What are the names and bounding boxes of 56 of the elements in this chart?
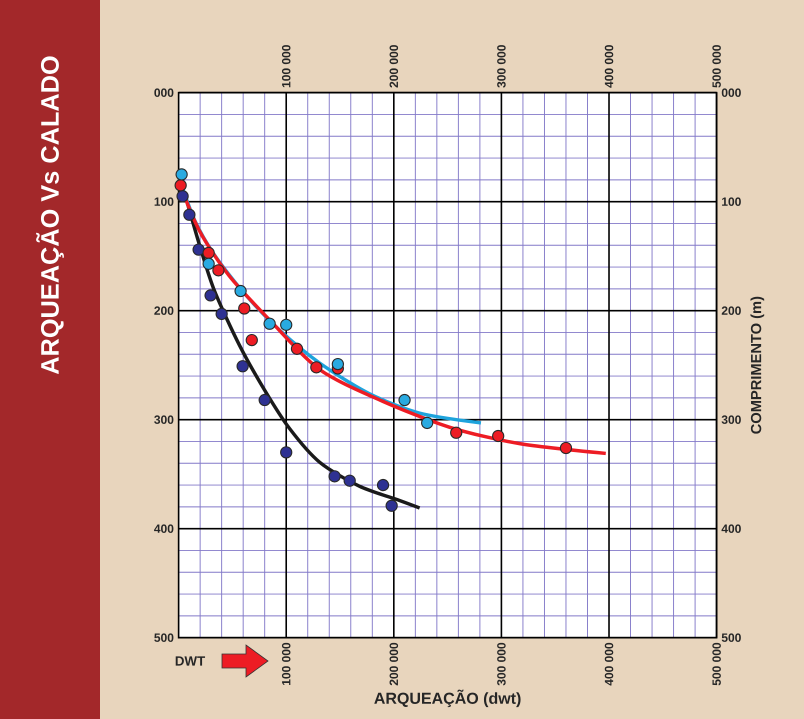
y-tick-label: 400 <box>154 524 174 533</box>
point <box>246 334 258 346</box>
point <box>280 446 292 458</box>
x2-tick-label: 200 000 <box>390 642 398 686</box>
x-tick-label: 500 000 <box>712 45 721 88</box>
point <box>238 302 250 315</box>
x2-tick-label: 500 000 <box>712 642 721 686</box>
text: ARQUEAÇÃO Vs CALADO <box>36 56 64 374</box>
point <box>204 289 217 302</box>
y2-tick-label: 100 <box>722 197 741 206</box>
point <box>332 358 344 370</box>
point <box>176 190 189 202</box>
x-tick-label: 300 000 <box>497 45 506 88</box>
point <box>421 416 434 430</box>
x2-tick-label: 300 000 <box>497 642 506 686</box>
point <box>175 168 188 181</box>
y2-tick-label: 400 <box>722 524 741 533</box>
point <box>290 342 304 355</box>
point <box>492 430 504 442</box>
x-axis-title: ARQUEAÇÃO (dwt) <box>374 690 521 708</box>
y-tick-label: 300 <box>154 415 174 424</box>
y-tick-label: 500 <box>154 633 174 642</box>
x2-tick-label: 400 000 <box>604 642 614 686</box>
point <box>174 179 187 192</box>
x2-tick-label: 100 000 <box>282 642 290 685</box>
point <box>280 318 292 331</box>
y2-axis-title: COMPRIMENTO (m) <box>750 296 764 434</box>
point <box>202 246 215 260</box>
point <box>216 308 228 320</box>
point <box>183 208 196 221</box>
y-tick-label: 100 <box>154 197 174 206</box>
x-tick-label: 200 000 <box>390 45 398 88</box>
point <box>344 474 356 487</box>
point <box>234 284 247 298</box>
y2-tick-label: 000 <box>722 88 741 97</box>
point <box>450 426 462 439</box>
point <box>192 243 205 256</box>
point <box>258 394 271 406</box>
y-tick-label: 000 <box>154 88 174 97</box>
point <box>560 442 572 454</box>
point <box>310 361 322 374</box>
text: DWT <box>176 656 206 666</box>
point <box>202 258 215 270</box>
y-tick-label: 200 <box>154 306 174 315</box>
point <box>212 264 225 276</box>
point <box>236 360 249 372</box>
point <box>386 500 398 512</box>
x-tick-label: 100 000 <box>282 45 290 88</box>
y2-tick-label: 300 <box>722 415 741 424</box>
point <box>398 394 411 406</box>
point <box>264 318 276 330</box>
x-tick-label: 400 000 <box>604 45 614 88</box>
y2-tick-label: 200 <box>722 306 741 315</box>
point <box>376 478 390 492</box>
y2-tick-label: 500 <box>722 633 741 642</box>
point <box>328 470 341 482</box>
